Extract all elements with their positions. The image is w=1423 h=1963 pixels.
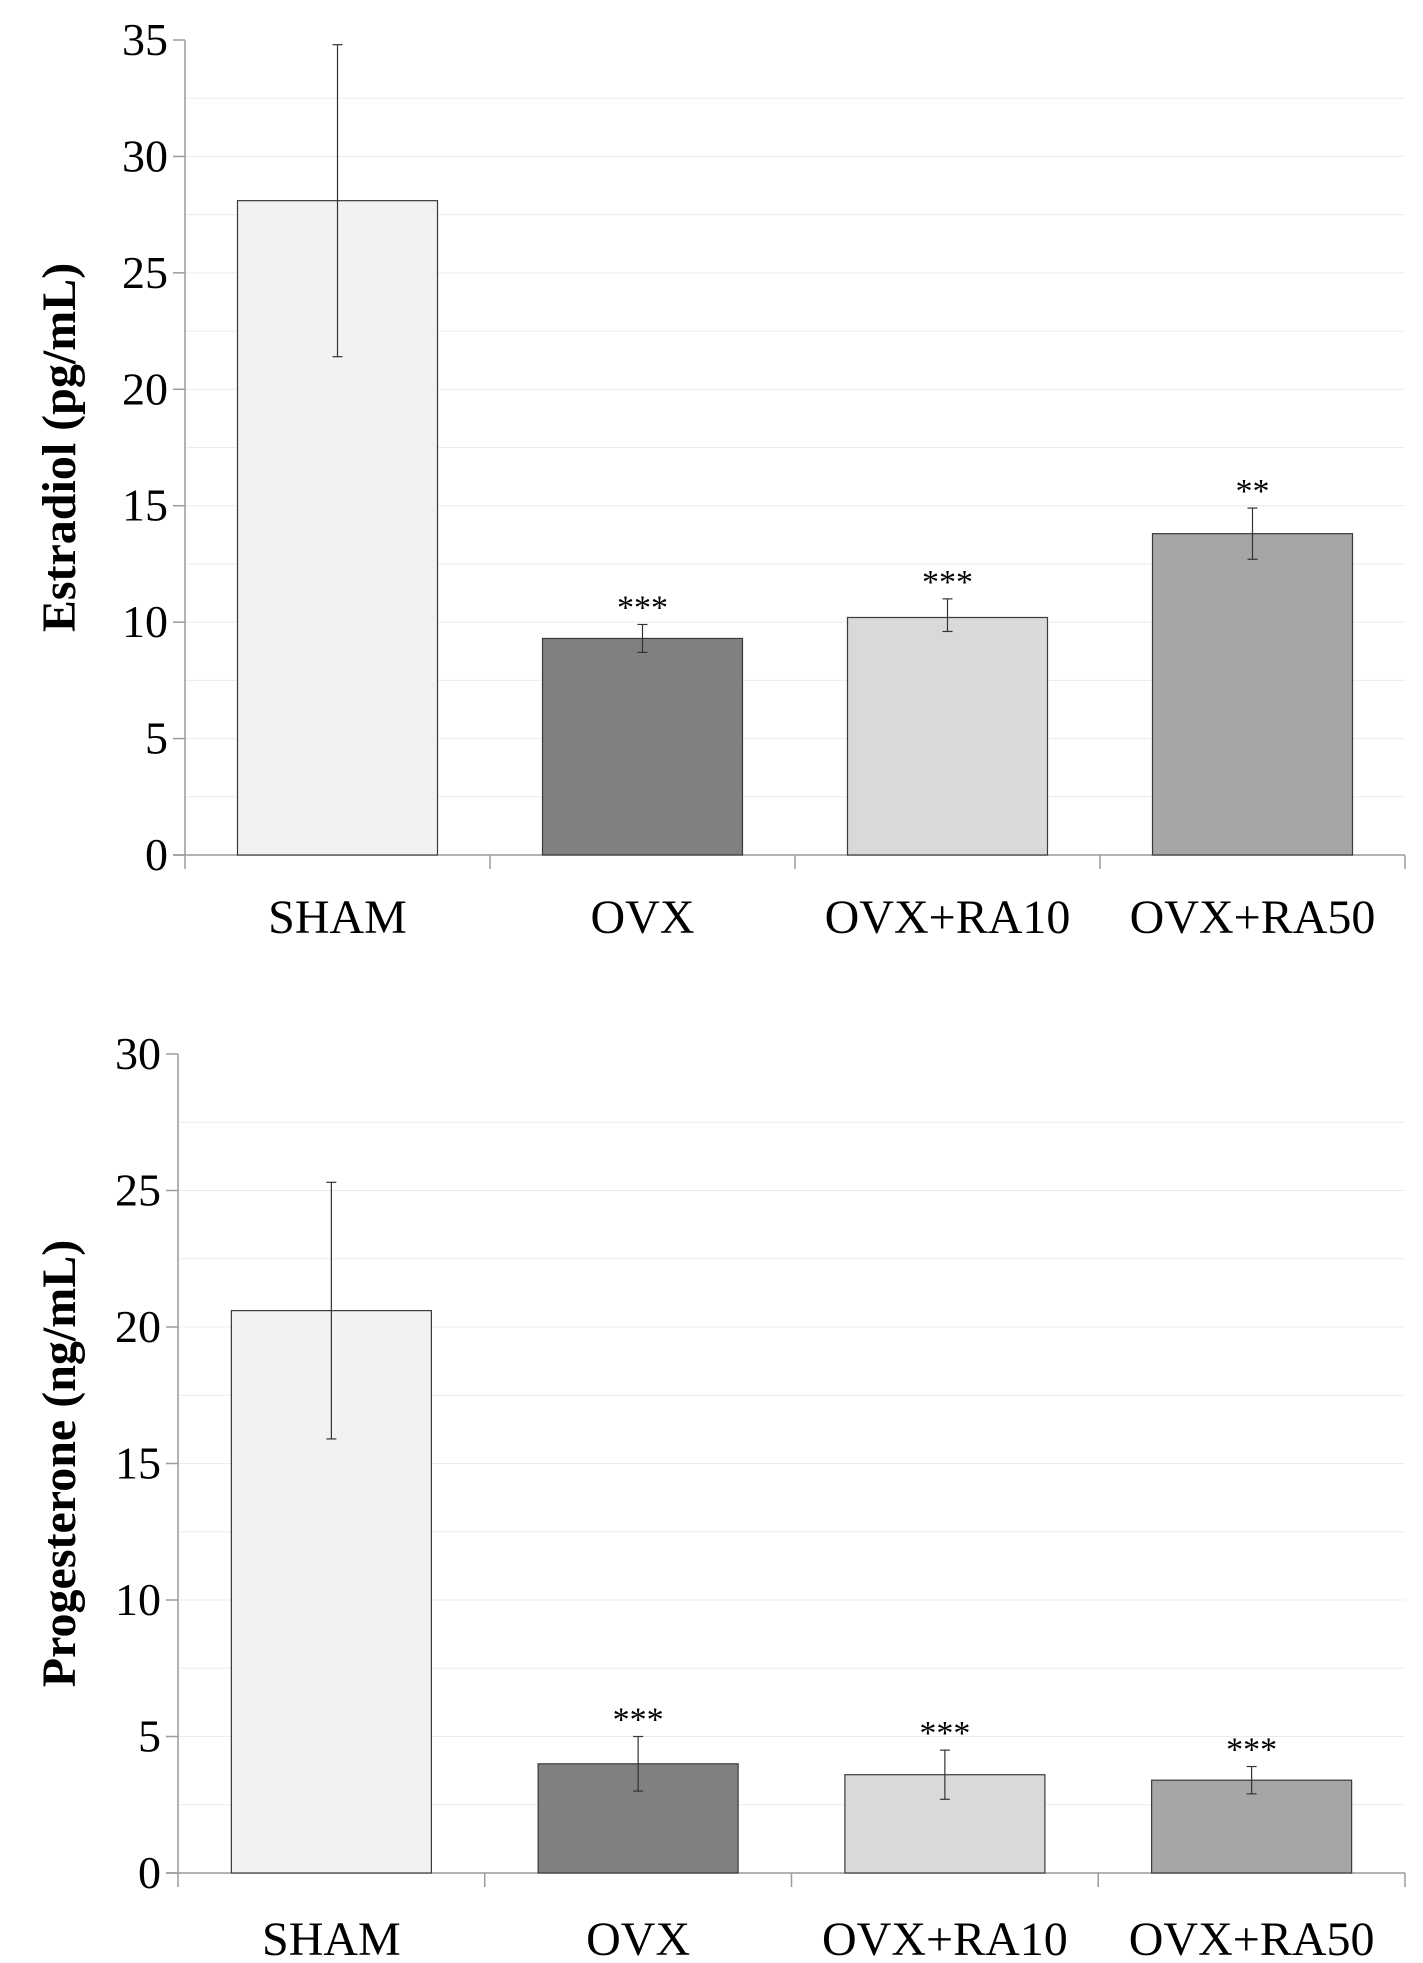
category-label: OVX [586,1913,690,1963]
y-tick-label: 5 [145,713,168,764]
y-tick-label: 25 [122,247,168,298]
significance-label: *** [617,589,668,626]
significance-label: *** [919,1715,970,1752]
y-tick-label: 35 [122,14,168,65]
y-tick-label: 15 [122,480,168,531]
category-label: OVX+RA50 [1130,891,1376,944]
category-label: OVX [591,891,695,944]
significance-label: *** [613,1702,664,1739]
y-tick-label: 15 [115,1438,161,1489]
y-tick-label: 30 [115,1028,161,1079]
significance-label: *** [922,564,973,601]
category-label: OVX+RA50 [1129,1913,1375,1963]
progesterone-chart: 0 5 10 15 20 25 30 SHAM OVX OVX+RA10 OVX+RA50 *** **… [33,1028,1406,1963]
y-tick-label: 10 [122,596,168,647]
bar-ovx-ra50 [1151,533,1354,856]
category-label: SHAM [262,1913,401,1963]
category-label: OVX+RA10 [822,1913,1068,1963]
y-tick-label: 0 [145,829,168,880]
bar-ovx-ra10 [846,616,1049,856]
significance-label: ** [1236,473,1270,510]
y-tick-label: 25 [115,1165,161,1216]
bar-ovx [541,637,744,856]
category-label: SHAM [268,891,407,944]
y-tick-label: 20 [115,1301,161,1352]
y-axis-title: Estradiol (pg/mL) [33,263,86,632]
y-tick-label: 30 [122,130,168,181]
y-axis-title: Progesterone (ng/mL) [33,1240,86,1687]
y-tick-label: 0 [138,1847,161,1898]
significance-label: *** [1226,1732,1277,1769]
y-tick-label: 10 [115,1574,161,1625]
category-label: OVX+RA10 [825,891,1071,944]
y-tick-label: 20 [122,363,168,414]
y-tick-label: 5 [138,1711,161,1762]
bar-ovx-ra50 [1151,1779,1353,1874]
